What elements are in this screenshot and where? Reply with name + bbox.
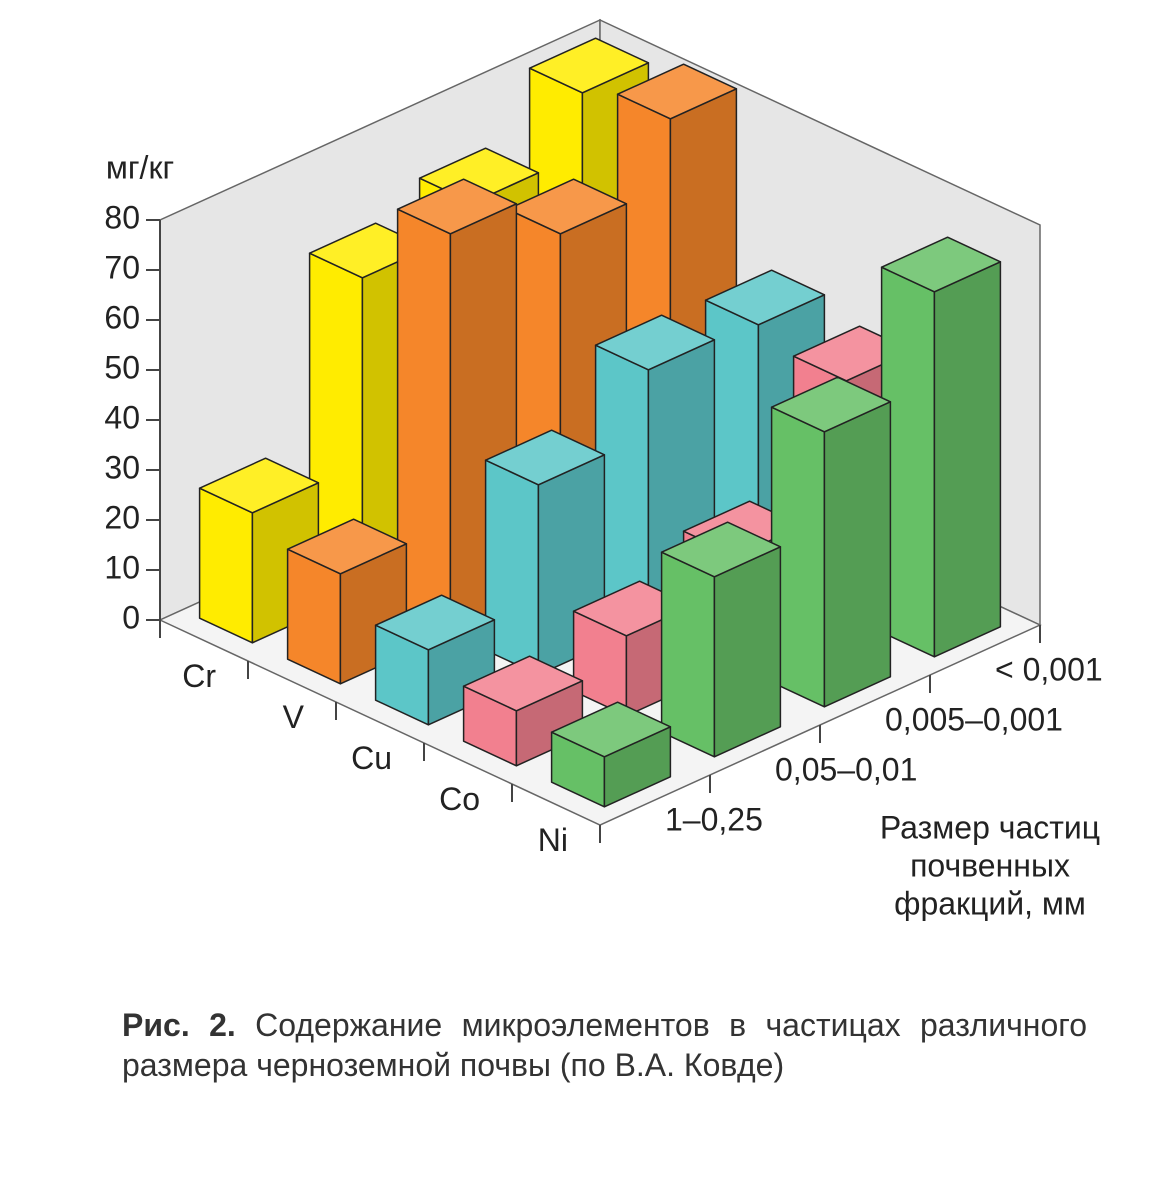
element-label: V (283, 699, 305, 735)
caption: Рис. 2. Содержание микроэлементов в част… (122, 1005, 1087, 1085)
element-label: Cu (351, 740, 392, 776)
y-tick-label: 40 (104, 399, 140, 435)
bar-top (462, 655, 584, 712)
bar-top (484, 429, 606, 486)
bar-side (933, 261, 1002, 658)
y-tick-label: 0 (122, 599, 140, 635)
y-tick-label: 50 (104, 349, 140, 385)
bar-top (704, 269, 826, 326)
caption-text: Содержание микроэлементов в частицах раз… (122, 1007, 1087, 1083)
y-tick-label: 80 (104, 199, 140, 235)
element-label: Ni (538, 822, 568, 858)
bar-top (396, 178, 518, 235)
bar (770, 376, 892, 708)
bar-top (528, 37, 650, 94)
bar-top (198, 457, 320, 514)
bar-top (660, 521, 782, 578)
bar (660, 521, 782, 758)
y-tick-label: 20 (104, 499, 140, 535)
bar-side (713, 546, 782, 758)
bar-front (198, 487, 254, 644)
bar-top (550, 701, 672, 758)
fraction-label: < 0,001 (995, 651, 1103, 687)
bar (880, 236, 1002, 658)
x-axis-title: Размер частиц (880, 809, 1100, 845)
y-tick-label: 60 (104, 299, 140, 335)
bar-top (594, 314, 716, 371)
chart: мг/кг 0 10 20 30 40 50 60 70 80 Cr V Cu Co Ni 1–0,25 0,… (104, 18, 1103, 921)
bar-top (770, 376, 892, 433)
element-label: Cr (182, 658, 216, 694)
y-tick-label: 10 (104, 549, 140, 585)
bar (462, 655, 584, 767)
fraction-label: 0,05–0,01 (775, 751, 917, 787)
bar (374, 594, 496, 726)
bar-top (880, 236, 1002, 293)
y-tick-label: 70 (104, 249, 140, 285)
fraction-label: 0,005–0,001 (885, 701, 1063, 737)
x-axis-title: фракций, мм (894, 885, 1086, 921)
bar-top (374, 594, 496, 651)
element-label: Co (439, 781, 480, 817)
y-tick-label: 30 (104, 449, 140, 485)
bar-top (506, 178, 628, 235)
bar-top (286, 518, 408, 575)
bar-top (616, 63, 738, 120)
fraction-label: 1–0,25 (665, 801, 763, 837)
bar (550, 701, 672, 808)
bar-side (823, 401, 892, 708)
x-axis-title: почвенных (910, 847, 1070, 883)
caption-label: Рис. 2. (122, 1007, 236, 1043)
y-axis-title: мг/кг (106, 149, 174, 185)
